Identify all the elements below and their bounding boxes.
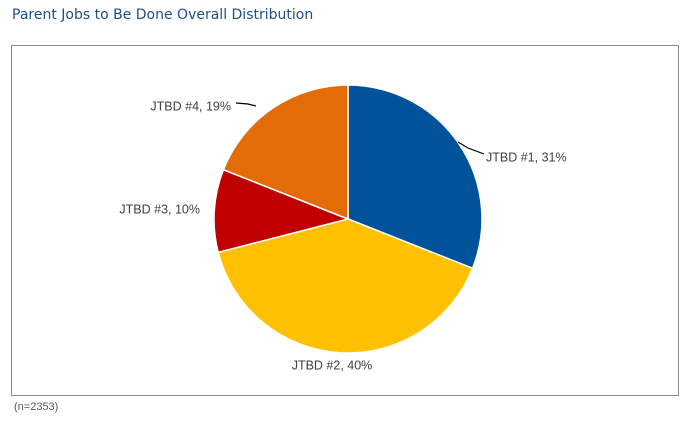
slice-label: JTBD #1, 31% — [486, 150, 567, 164]
slice-label: JTBD #4, 19% — [150, 99, 231, 113]
pie-slices — [213, 84, 483, 354]
chart-frame: JTBD #1, 31% JTBD #2, 40% JTBD #3, 10% JTBD… — [11, 45, 679, 396]
leader-lines — [235, 102, 485, 155]
pie-slice-jtbd-1 — [347, 84, 483, 270]
leader-line — [457, 141, 485, 155]
slice-label: JTBD #2, 40% — [292, 358, 373, 372]
pie-chart: JTBD #1, 31% JTBD #2, 40% JTBD #3, 10% JTBD… — [119, 84, 567, 372]
slice-label: JTBD #3, 10% — [119, 202, 200, 216]
leader-line — [235, 102, 257, 107]
pie-slice-jtbd-3 — [213, 168, 351, 254]
slice-labels: JTBD #1, 31% JTBD #2, 40% JTBD #3, 10% JTBD… — [119, 99, 566, 372]
pie-slice-jtbd-4 — [222, 84, 349, 221]
sample-size-note: (n=2353) — [14, 401, 59, 413]
pie-slice-jtbd-2 — [217, 218, 474, 354]
page-title: Parent Jobs to Be Done Overall Distribut… — [12, 7, 314, 23]
